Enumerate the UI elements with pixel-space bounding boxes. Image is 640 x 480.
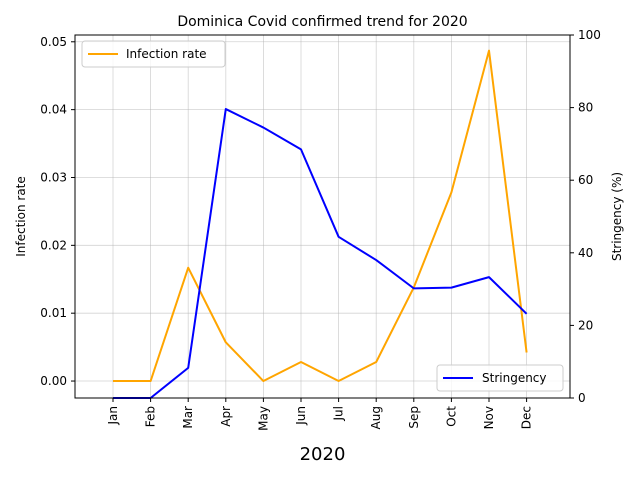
tick-label-x: Jun: [294, 406, 308, 426]
tick-label-x: Mar: [181, 406, 195, 429]
tick-label-x: Nov: [482, 406, 496, 429]
tick-label-x: Jan: [106, 406, 120, 426]
y-axis-label-right: Stringency (%): [610, 172, 624, 261]
tick-label-x: May: [256, 406, 270, 431]
tick-label-left: 0.03: [40, 170, 67, 184]
legend-stringency: Stringency: [436, 364, 564, 392]
tick-label-left: 0.01: [40, 306, 67, 320]
series-lines: [113, 49, 528, 399]
x-axis-ticks: Jan Feb Mar Apr May Jun Jul Aug Sep Oct Nov Dec: [106, 398, 534, 431]
legend-box: [81, 40, 226, 68]
tick-label-left: 0.05: [40, 35, 67, 49]
chart-title: Dominica Covid confirmed trend for 2020: [177, 14, 467, 30]
tick-label-left: 0.00: [40, 374, 67, 388]
x-axis-label: 2020: [300, 444, 346, 465]
plot-frame: [74, 34, 571, 399]
tick-label-x: Dec: [520, 406, 534, 429]
tick-label-x: Oct: [444, 406, 458, 427]
tick-label-left: 0.04: [40, 103, 67, 117]
tick-label-x: Apr: [219, 406, 233, 427]
tick-label-right: 60: [578, 173, 593, 187]
legend-infection-rate: Infection rate: [81, 40, 226, 68]
tick-label-x: Jul: [332, 406, 346, 421]
legend-label-stringency: Stringency: [482, 371, 547, 385]
tick-label-right: 80: [578, 101, 593, 115]
tick-label-left: 0.02: [40, 238, 67, 252]
tick-label-right: 100: [578, 28, 601, 42]
series-line-infection-rate: [113, 49, 528, 383]
legend-label-infection-rate: Infection rate: [126, 47, 207, 61]
tick-label-right: 0: [578, 391, 586, 405]
tick-label-right: 40: [578, 246, 593, 260]
y-axis-label-left: Infection rate: [14, 176, 28, 257]
tick-label-x: Feb: [144, 406, 158, 427]
legend-box: [436, 364, 564, 392]
right-axis-ticks: 0 20 40 60 80 100: [570, 28, 601, 405]
tick-label-right: 20: [578, 318, 593, 332]
series-line-stringency: [113, 108, 528, 399]
tick-label-x: Sep: [407, 406, 421, 429]
left-axis-ticks: 0.00 0.01 0.02 0.03 0.04 0.05: [40, 35, 75, 388]
tick-label-x: Aug: [369, 406, 383, 429]
